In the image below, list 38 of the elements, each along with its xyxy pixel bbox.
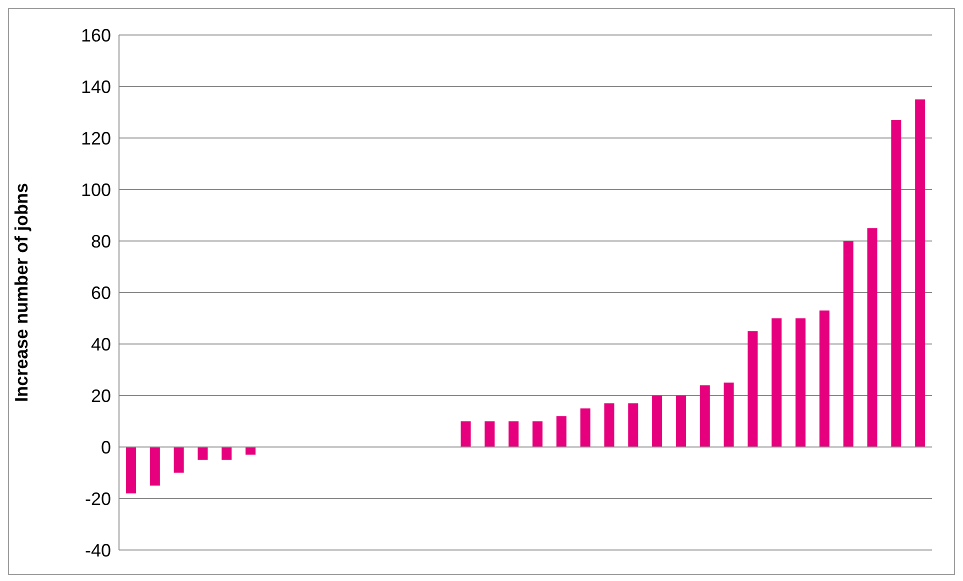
bar — [532, 421, 542, 447]
y-tick-label: 20 — [90, 386, 111, 406]
y-tick-label: 160 — [80, 25, 111, 46]
bar — [676, 396, 686, 447]
bar — [126, 447, 136, 494]
y-axis-title: Increase number of jobns — [11, 182, 32, 402]
bar — [460, 421, 471, 447]
bar — [198, 447, 208, 460]
bar — [819, 310, 830, 447]
bar — [628, 403, 638, 447]
bar — [867, 228, 878, 447]
bar — [748, 331, 758, 447]
y-tick-label: 60 — [90, 282, 111, 303]
y-tick-label: 140 — [80, 76, 111, 97]
y-tick-label: -20 — [84, 488, 111, 509]
bar — [580, 408, 590, 447]
bar — [700, 385, 710, 447]
bar — [652, 396, 662, 447]
bar — [724, 382, 734, 447]
bar — [556, 416, 566, 447]
bar — [915, 99, 926, 447]
bar — [891, 120, 902, 447]
bar — [484, 421, 495, 447]
bar — [222, 447, 232, 460]
bar — [796, 318, 806, 447]
y-tick-label: 100 — [80, 180, 111, 200]
bar — [150, 447, 160, 486]
bar — [246, 447, 256, 455]
bar — [772, 318, 782, 447]
bar — [843, 241, 854, 447]
bar — [174, 447, 184, 473]
y-tick-label: 80 — [90, 231, 111, 252]
y-tick-label: -40 — [84, 540, 111, 560]
bar — [508, 421, 519, 447]
y-tick-label: 0 — [100, 437, 111, 458]
y-tick-label: 120 — [80, 128, 111, 148]
y-tick-label: 40 — [90, 334, 111, 354]
bar — [604, 403, 614, 447]
